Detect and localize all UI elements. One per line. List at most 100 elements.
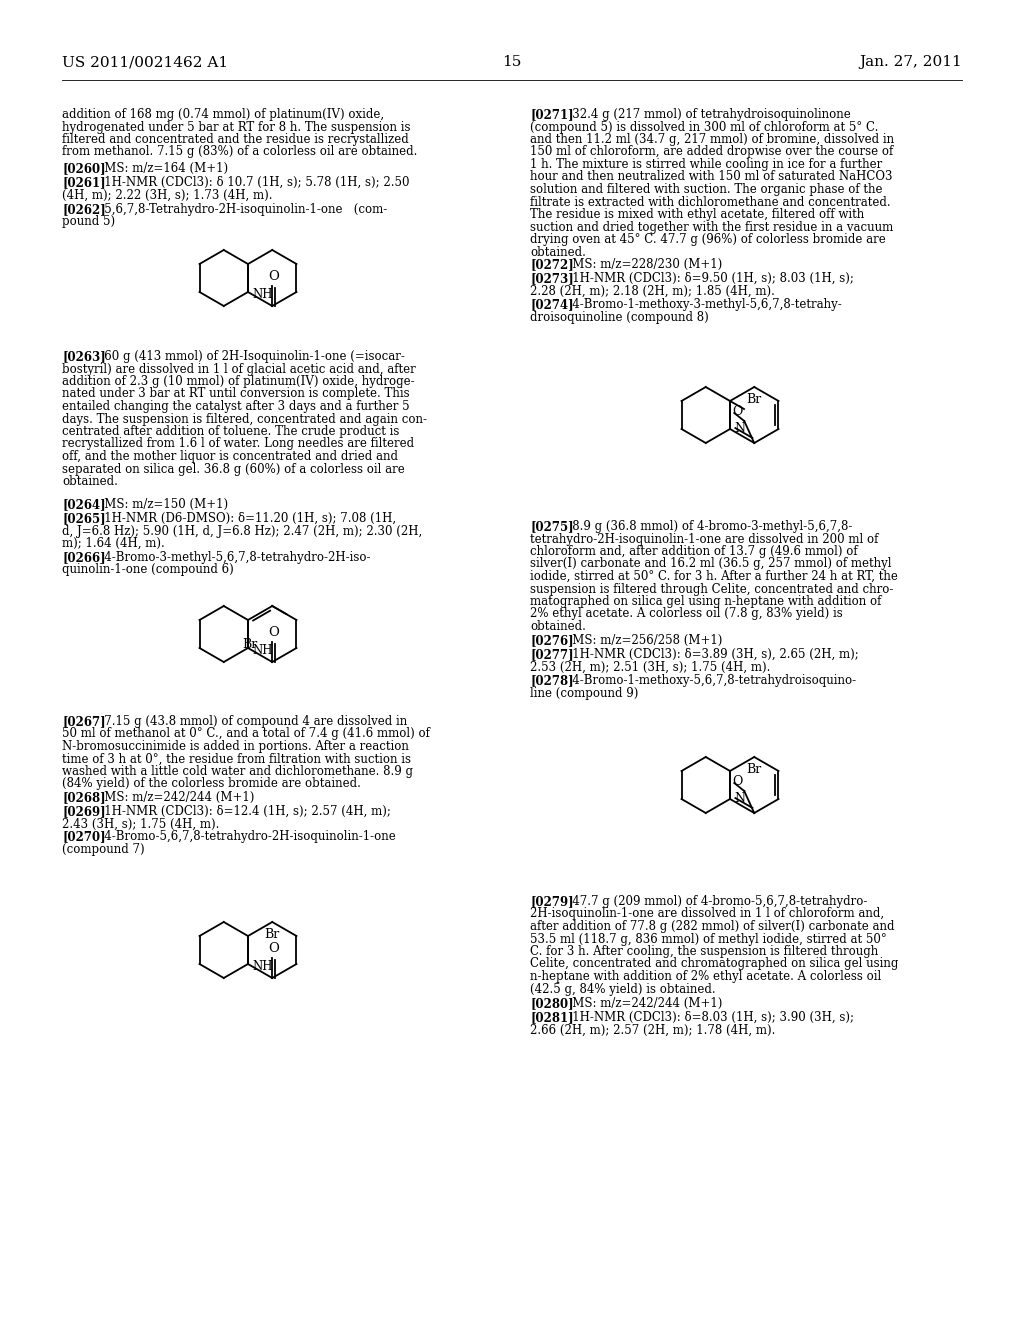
Text: 2H-isoquinolin-1-one are dissolved in 1 l of chloroform and,: 2H-isoquinolin-1-one are dissolved in 1 … [530, 908, 884, 920]
Text: obtained.: obtained. [530, 246, 586, 259]
Text: US 2011/0021462 A1: US 2011/0021462 A1 [62, 55, 228, 69]
Text: 1H-NMR (CDCl3): δ=12.4 (1H, s); 2.57 (4H, m);: 1H-NMR (CDCl3): δ=12.4 (1H, s); 2.57 (4H… [92, 805, 390, 818]
Text: 2% ethyl acetate. A colorless oil (7.8 g, 83% yield) is: 2% ethyl acetate. A colorless oil (7.8 g… [530, 607, 843, 620]
Text: recrystallized from 1.6 l of water. Long needles are filtered: recrystallized from 1.6 l of water. Long… [62, 437, 414, 450]
Text: 150 ml of chloroform, are added dropwise over the course of: 150 ml of chloroform, are added dropwise… [530, 145, 893, 158]
Text: N: N [734, 792, 745, 805]
Text: d, J=6.8 Hz); 5.90 (1H, d, J=6.8 Hz); 2.47 (2H, m); 2.30 (2H,: d, J=6.8 Hz); 5.90 (1H, d, J=6.8 Hz); 2.… [62, 524, 422, 537]
Text: 15: 15 [503, 55, 521, 69]
Text: 2.43 (3H, s); 1.75 (4H, m).: 2.43 (3H, s); 1.75 (4H, m). [62, 817, 219, 830]
Text: N: N [734, 422, 745, 436]
Text: N-bromosuccinimide is added in portions. After a reaction: N-bromosuccinimide is added in portions.… [62, 741, 409, 752]
Text: entailed changing the catalyst after 3 days and a further 5: entailed changing the catalyst after 3 d… [62, 400, 410, 413]
Text: 1H-NMR (CDCl3): δ 10.7 (1H, s); 5.78 (1H, s); 2.50: 1H-NMR (CDCl3): δ 10.7 (1H, s); 5.78 (1H… [92, 176, 410, 189]
Text: [0264]: [0264] [62, 498, 105, 511]
Text: [0274]: [0274] [530, 298, 573, 312]
Text: 2.66 (2H, m); 2.57 (2H, m); 1.78 (4H, m).: 2.66 (2H, m); 2.57 (2H, m); 1.78 (4H, m)… [530, 1023, 775, 1036]
Text: 1H-NMR (D6-DMSO): δ=11.20 (1H, s); 7.08 (1H,: 1H-NMR (D6-DMSO): δ=11.20 (1H, s); 7.08 … [92, 512, 395, 525]
Text: MS: m/z=242/244 (M+1): MS: m/z=242/244 (M+1) [560, 997, 722, 1010]
Text: 53.5 ml (118.7 g, 836 mmol) of methyl iodide, stirred at 50°: 53.5 ml (118.7 g, 836 mmol) of methyl io… [530, 932, 887, 945]
Text: [0281]: [0281] [530, 1011, 573, 1024]
Text: 2.28 (2H, m); 2.18 (2H, m); 1.85 (4H, m).: 2.28 (2H, m); 2.18 (2H, m); 1.85 (4H, m)… [530, 285, 775, 297]
Text: solution and filtered with suction. The organic phase of the: solution and filtered with suction. The … [530, 183, 883, 195]
Text: silver(I) carbonate and 16.2 ml (36.5 g, 257 mmol) of methyl: silver(I) carbonate and 16.2 ml (36.5 g,… [530, 557, 892, 570]
Text: [0278]: [0278] [530, 675, 573, 686]
Text: Celite, concentrated and chromatographed on silica gel using: Celite, concentrated and chromatographed… [530, 957, 898, 970]
Text: separated on silica gel. 36.8 g (60%) of a colorless oil are: separated on silica gel. 36.8 g (60%) of… [62, 462, 404, 475]
Text: [0263]: [0263] [62, 350, 105, 363]
Text: O: O [268, 271, 279, 282]
Text: 8.9 g (36.8 mmol) of 4-bromo-3-methyl-5,6,7,8-: 8.9 g (36.8 mmol) of 4-bromo-3-methyl-5,… [560, 520, 852, 533]
Text: filtered and concentrated and the residue is recrystallized: filtered and concentrated and the residu… [62, 133, 409, 147]
Text: 1 h. The mixture is stirred while cooling in ice for a further: 1 h. The mixture is stirred while coolin… [530, 158, 883, 172]
Text: [0266]: [0266] [62, 550, 105, 564]
Text: [0261]: [0261] [62, 176, 105, 189]
Text: suction and dried together with the first residue in a vacuum: suction and dried together with the firs… [530, 220, 893, 234]
Text: [0280]: [0280] [530, 997, 573, 1010]
Text: and then 11.2 ml (34.7 g, 217 mmol) of bromine, dissolved in: and then 11.2 ml (34.7 g, 217 mmol) of b… [530, 133, 894, 147]
Text: m); 1.64 (4H, m).: m); 1.64 (4H, m). [62, 537, 165, 550]
Text: centrated after addition of toluene. The crude product is: centrated after addition of toluene. The… [62, 425, 399, 438]
Text: NH: NH [252, 960, 272, 973]
Text: 1H-NMR (CDCl3): δ=9.50 (1H, s); 8.03 (1H, s);: 1H-NMR (CDCl3): δ=9.50 (1H, s); 8.03 (1H… [560, 272, 853, 285]
Text: Jan. 27, 2011: Jan. 27, 2011 [859, 55, 962, 69]
Text: The residue is mixed with ethyl acetate, filtered off with: The residue is mixed with ethyl acetate,… [530, 209, 864, 220]
Text: [0269]: [0269] [62, 805, 105, 818]
Text: [0271]: [0271] [530, 108, 573, 121]
Text: 47.7 g (209 mmol) of 4-bromo-5,6,7,8-tetrahydro-: 47.7 g (209 mmol) of 4-bromo-5,6,7,8-tet… [560, 895, 867, 908]
Text: chloroform and, after addition of 13.7 g (49.6 mmol) of: chloroform and, after addition of 13.7 g… [530, 545, 858, 558]
Text: [0268]: [0268] [62, 791, 105, 804]
Text: days. The suspension is filtered, concentrated and again con-: days. The suspension is filtered, concen… [62, 412, 427, 425]
Text: [0265]: [0265] [62, 512, 105, 525]
Text: 1H-NMR (CDCl3): δ=8.03 (1H, s); 3.90 (3H, s);: 1H-NMR (CDCl3): δ=8.03 (1H, s); 3.90 (3H… [560, 1011, 854, 1024]
Text: O: O [268, 626, 279, 639]
Text: MS: m/z=164 (M+1): MS: m/z=164 (M+1) [92, 162, 227, 176]
Text: (compound 7): (compound 7) [62, 842, 144, 855]
Text: [0273]: [0273] [530, 272, 573, 285]
Text: (42.5 g, 84% yield) is obtained.: (42.5 g, 84% yield) is obtained. [530, 982, 716, 995]
Text: after addition of 77.8 g (282 mmol) of silver(I) carbonate and: after addition of 77.8 g (282 mmol) of s… [530, 920, 895, 933]
Text: 4-Bromo-3-methyl-5,6,7,8-tetrahydro-2H-iso-: 4-Bromo-3-methyl-5,6,7,8-tetrahydro-2H-i… [92, 550, 370, 564]
Text: C. for 3 h. After cooling, the suspension is filtered through: C. for 3 h. After cooling, the suspensio… [530, 945, 879, 958]
Text: (4H, m); 2.22 (3H, s); 1.73 (4H, m).: (4H, m); 2.22 (3H, s); 1.73 (4H, m). [62, 189, 272, 202]
Text: 4-Bromo-1-methoxy-3-methyl-5,6,7,8-tetrahy-: 4-Bromo-1-methoxy-3-methyl-5,6,7,8-tetra… [560, 298, 842, 312]
Text: (compound 5) is dissolved in 300 ml of chloroform at 5° C.: (compound 5) is dissolved in 300 ml of c… [530, 120, 879, 133]
Text: Br: Br [264, 928, 280, 941]
Text: [0272]: [0272] [530, 257, 573, 271]
Text: obtained.: obtained. [62, 475, 118, 488]
Text: [0262]: [0262] [62, 203, 105, 216]
Text: O: O [732, 405, 742, 418]
Text: [0279]: [0279] [530, 895, 573, 908]
Text: iodide, stirred at 50° C. for 3 h. After a further 24 h at RT, the: iodide, stirred at 50° C. for 3 h. After… [530, 570, 898, 583]
Text: 50 ml of methanol at 0° C., and a total of 7.4 g (41.6 mmol) of: 50 ml of methanol at 0° C., and a total … [62, 727, 430, 741]
Text: 4-Bromo-1-methoxy-5,6,7,8-tetrahydroisoquino-: 4-Bromo-1-methoxy-5,6,7,8-tetrahydroisoq… [560, 675, 856, 686]
Text: O: O [732, 775, 742, 788]
Text: washed with a little cold water and dichloromethane. 8.9 g: washed with a little cold water and dich… [62, 766, 413, 777]
Text: 1H-NMR (CDCl3): δ=3.89 (3H, s), 2.65 (2H, m);: 1H-NMR (CDCl3): δ=3.89 (3H, s), 2.65 (2H… [560, 648, 858, 661]
Text: [0277]: [0277] [530, 648, 573, 661]
Text: bostyril) are dissolved in 1 l of glacial acetic acid and, after: bostyril) are dissolved in 1 l of glacia… [62, 363, 416, 375]
Text: off, and the mother liquor is concentrated and dried and: off, and the mother liquor is concentrat… [62, 450, 398, 463]
Text: [0276]: [0276] [530, 634, 573, 647]
Text: [0270]: [0270] [62, 830, 105, 843]
Text: MS: m/z=228/230 (M+1): MS: m/z=228/230 (M+1) [560, 257, 722, 271]
Text: MS: m/z=150 (M+1): MS: m/z=150 (M+1) [92, 498, 227, 511]
Text: from methanol. 7.15 g (83%) of a colorless oil are obtained.: from methanol. 7.15 g (83%) of a colorle… [62, 145, 418, 158]
Text: [0260]: [0260] [62, 162, 105, 176]
Text: n-heptane with addition of 2% ethyl acetate. A colorless oil: n-heptane with addition of 2% ethyl acet… [530, 970, 882, 983]
Text: 4-Bromo-5,6,7,8-tetrahydro-2H-isoquinolin-1-one: 4-Bromo-5,6,7,8-tetrahydro-2H-isoquinoli… [92, 830, 395, 843]
Text: 32.4 g (217 mmol) of tetrahydroisoquinolinone: 32.4 g (217 mmol) of tetrahydroisoquinol… [560, 108, 850, 121]
Text: obtained.: obtained. [530, 620, 586, 634]
Text: matographed on silica gel using n-heptane with addition of: matographed on silica gel using n-heptan… [530, 595, 882, 609]
Text: Br: Br [243, 638, 258, 651]
Text: 5,6,7,8-Tetrahydro-2H-isoquinolin-1-one   (com-: 5,6,7,8-Tetrahydro-2H-isoquinolin-1-one … [92, 203, 387, 216]
Text: drying oven at 45° C. 47.7 g (96%) of colorless bromide are: drying oven at 45° C. 47.7 g (96%) of co… [530, 234, 886, 246]
Text: nated under 3 bar at RT until conversion is complete. This: nated under 3 bar at RT until conversion… [62, 388, 410, 400]
Text: 60 g (413 mmol) of 2H-Isoquinolin-1-one (=isocar-: 60 g (413 mmol) of 2H-Isoquinolin-1-one … [92, 350, 404, 363]
Text: MS: m/z=256/258 (M+1): MS: m/z=256/258 (M+1) [560, 634, 722, 647]
Text: addition of 168 mg (0.74 mmol) of platinum(IV) oxide,: addition of 168 mg (0.74 mmol) of platin… [62, 108, 384, 121]
Text: pound 5): pound 5) [62, 215, 115, 228]
Text: time of 3 h at 0°, the residue from filtration with suction is: time of 3 h at 0°, the residue from filt… [62, 752, 411, 766]
Text: suspension is filtered through Celite, concentrated and chro-: suspension is filtered through Celite, c… [530, 582, 893, 595]
Text: tetrahydro-2H-isoquinolin-1-one are dissolved in 200 ml of: tetrahydro-2H-isoquinolin-1-one are diss… [530, 532, 879, 545]
